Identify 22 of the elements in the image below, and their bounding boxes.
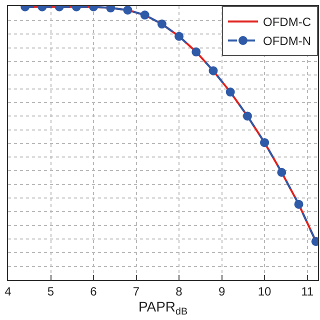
x-axis-title: PAPR$_{dB}$ bbox=[138, 298, 188, 318]
point bbox=[140, 10, 150, 20]
legend-label: OFDM-C bbox=[263, 15, 312, 30]
x-tick-label: 8 bbox=[176, 284, 183, 298]
point bbox=[277, 168, 286, 177]
x-tick-label: 10 bbox=[258, 284, 272, 298]
x-tick-label: 9 bbox=[218, 284, 226, 298]
point bbox=[226, 88, 235, 97]
x-tick-label: 5 bbox=[47, 284, 54, 298]
x-tick-label: 4 bbox=[4, 284, 12, 298]
point bbox=[208, 66, 218, 76]
x-tick-label: 11 bbox=[301, 284, 314, 298]
point bbox=[192, 47, 201, 56]
point bbox=[242, 112, 252, 121]
x-tick-label: 7 bbox=[132, 284, 140, 298]
point bbox=[260, 138, 270, 148]
point bbox=[174, 32, 184, 41]
x-tick-label: 6 bbox=[90, 284, 98, 298]
legend-label: OFDM-N bbox=[263, 34, 311, 48]
point bbox=[157, 20, 166, 29]
point bbox=[294, 200, 304, 209]
point bbox=[123, 6, 132, 15]
